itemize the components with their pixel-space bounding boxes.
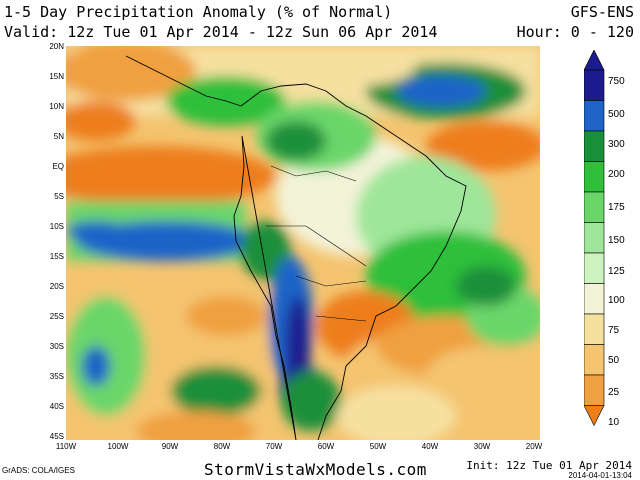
colorbar-cell: [584, 69, 605, 101]
chart-title: 1-5 Day Precipitation Anomaly (% of Norm…: [4, 3, 393, 21]
colorbar-cell: [584, 252, 605, 284]
lon-label: 50W: [369, 442, 387, 451]
colorbar-cell: [584, 161, 605, 193]
colorbar-cap-top: [584, 50, 605, 71]
lon-label: 20W: [525, 442, 543, 451]
lat-label: 10S: [49, 222, 64, 231]
init-time: Init: 12z Tue 01 Apr 2014: [466, 459, 632, 472]
grads-credit: GrADS: COLA/IGES: [2, 466, 75, 475]
lon-label: 90W: [161, 442, 179, 451]
colorbar-cell: [584, 374, 605, 406]
colorbar-label: 150: [608, 235, 625, 246]
lon-label: 70W: [265, 442, 283, 451]
colorbar-cell: [584, 313, 605, 345]
model-name: GFS-ENS: [570, 3, 634, 21]
colorbar-label: 300: [608, 139, 625, 150]
colorbar-label: 10: [608, 417, 620, 428]
lat-label: 15N: [49, 72, 64, 81]
colorbar-cell: [584, 191, 605, 223]
anomaly-field: [66, 46, 540, 440]
colorbar-cell: [584, 283, 605, 315]
colorbar-label: 100: [608, 295, 625, 306]
lon-label: 40W: [421, 442, 439, 451]
forecast-hour: Hour: 0 - 120: [516, 23, 634, 41]
colorbar-label: 200: [608, 169, 625, 180]
lon-label: 30W: [473, 442, 491, 451]
colorbar-label: 750: [608, 76, 625, 87]
lat-label: 20S: [49, 282, 64, 291]
lat-label: 5S: [54, 192, 64, 201]
colorbar-cell: [584, 344, 605, 376]
colorbar-label: 75: [608, 325, 620, 336]
colorbar-label: 50: [608, 355, 620, 366]
lon-label: 80W: [213, 442, 231, 451]
coastline-south-america: [233, 83, 467, 440]
lon-label: 100W: [107, 442, 129, 451]
lon-label: 60W: [317, 442, 335, 451]
country-borders: [266, 165, 367, 322]
colorbar: [584, 50, 605, 427]
lat-label: 35S: [49, 372, 64, 381]
map-canvas: [66, 46, 540, 440]
colorbar-label: 25: [608, 387, 620, 398]
lat-label: 15S: [49, 252, 64, 261]
lat-label: 20N: [49, 42, 64, 51]
colorbar-label: 175: [608, 202, 625, 213]
timestamp: 2014-04-01-13:04: [568, 471, 632, 480]
colorbar-label: 500: [608, 109, 625, 120]
colorbar-cell: [584, 222, 605, 254]
lat-label: 10N: [49, 102, 64, 111]
lat-label: 30S: [49, 342, 64, 351]
coastline-central-america: [125, 55, 242, 107]
colorbar-cell: [584, 130, 605, 162]
lon-label: 110W: [55, 442, 77, 451]
colorbar-cell: [584, 100, 605, 132]
colorbar-cap-bottom: [584, 405, 605, 427]
lat-label: 40S: [49, 402, 64, 411]
lat-label: 45S: [49, 432, 64, 441]
valid-period: Valid: 12z Tue 01 Apr 2014 - 12z Sun 06 …: [4, 23, 438, 41]
precipitation-anomaly-map: [66, 46, 540, 440]
colorbar-label: 125: [608, 266, 625, 277]
site-name: StormVistaWxModels.com: [204, 460, 427, 479]
lat-label: 25S: [49, 312, 64, 321]
lat-label: EQ: [52, 162, 64, 171]
lat-label: 5N: [53, 132, 64, 141]
